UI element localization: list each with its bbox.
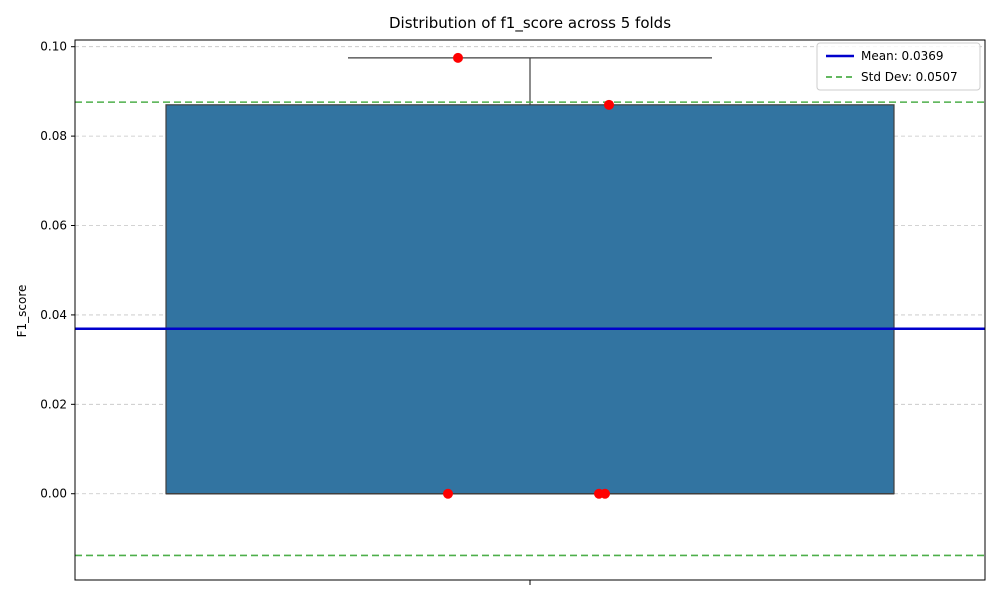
y-tick-label: 0.04 xyxy=(40,308,67,322)
fold-point xyxy=(443,488,453,499)
axes: 0.00 0.02 0.04 0.06 0.08 0.10 xyxy=(40,39,986,585)
legend-mean-label: Mean: 0.0369 xyxy=(861,49,944,63)
chart-title: Distribution of f1_score across 5 folds xyxy=(389,14,671,33)
legend: Mean: 0.0369 Std Dev: 0.0507 xyxy=(816,42,981,91)
y-tick-label: 0.06 xyxy=(40,219,67,233)
y-tick-label: 0.08 xyxy=(40,129,67,143)
box-iqr xyxy=(165,104,895,495)
fold-point xyxy=(453,52,463,63)
fold-point xyxy=(600,488,610,499)
fold-point xyxy=(604,99,614,110)
legend-std-label: Std Dev: 0.0507 xyxy=(861,70,958,84)
y-tick-label: 0.02 xyxy=(40,397,67,411)
fold-points xyxy=(443,52,614,499)
y-tick-label: 0.00 xyxy=(40,487,67,501)
y-tick-label: 0.10 xyxy=(40,40,67,54)
reference-lines xyxy=(75,101,985,557)
box-plot xyxy=(165,57,895,495)
y-axis-label: F1_score xyxy=(15,285,29,338)
legend-frame xyxy=(816,42,981,91)
